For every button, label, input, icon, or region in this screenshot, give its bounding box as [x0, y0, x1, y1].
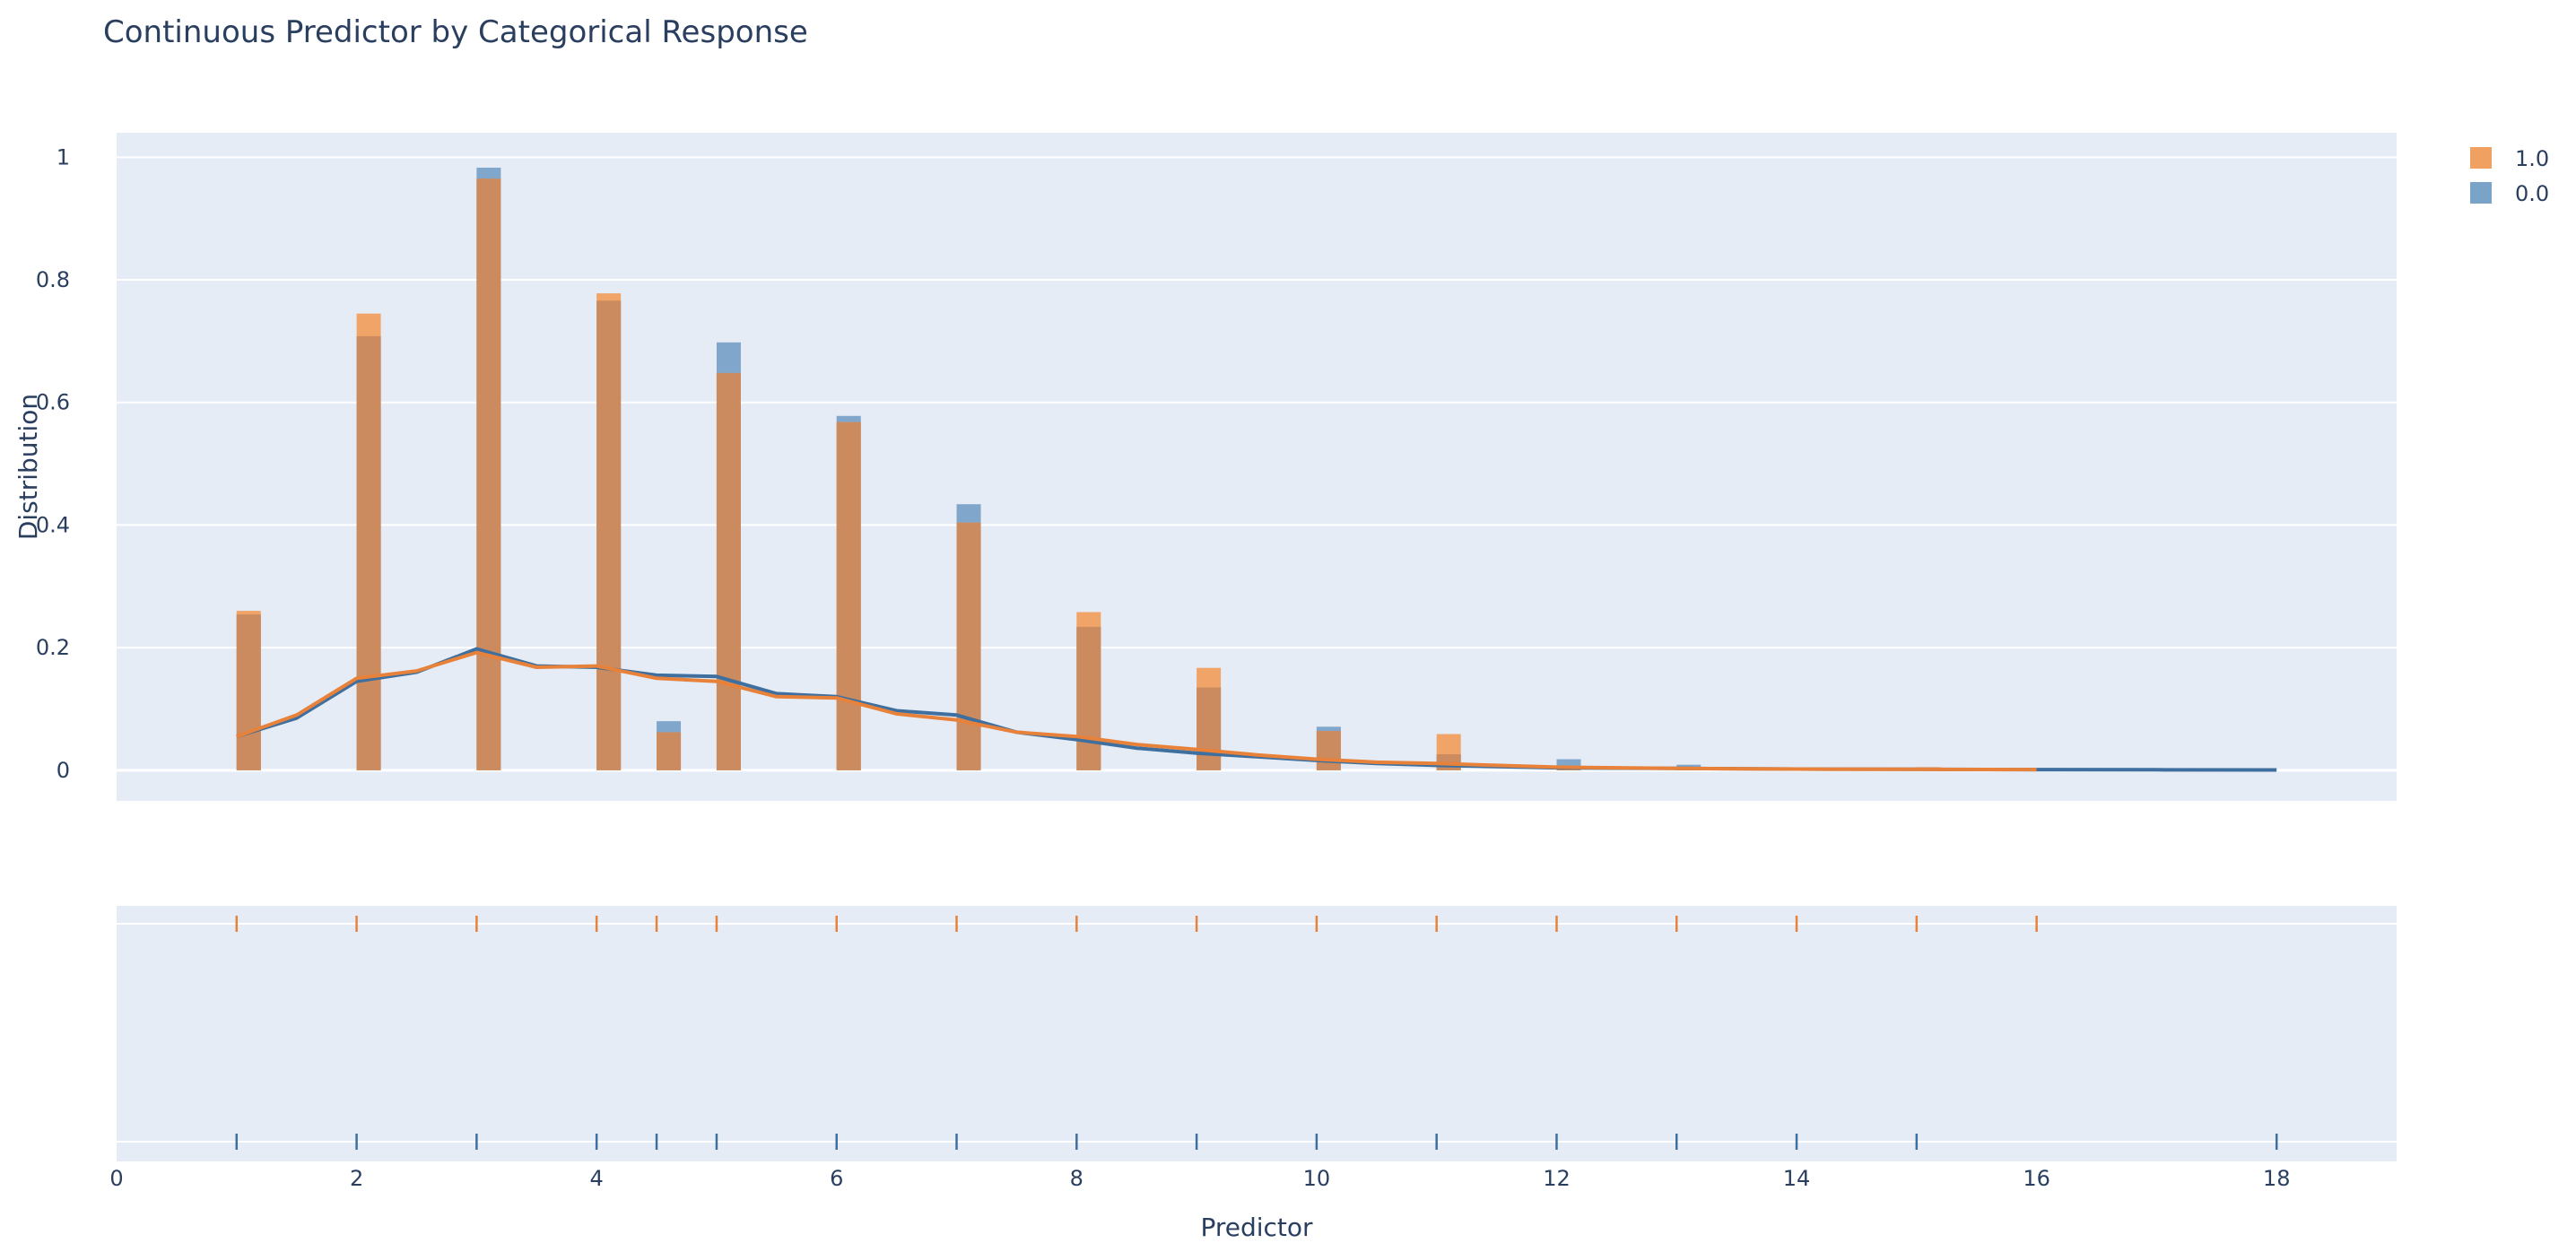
bar-overlap: [596, 300, 622, 770]
x-axis-title: Predictor: [1200, 1213, 1313, 1242]
legend-label-1-0[interactable]: 1.0: [2515, 146, 2549, 171]
legend-swatch-0-0[interactable]: [2470, 182, 2492, 204]
bar-overlap: [1076, 626, 1101, 770]
x-tick-label: 14: [1783, 1166, 1811, 1191]
x-tick-label: 6: [830, 1166, 843, 1191]
bar-overlap: [476, 178, 501, 770]
bar-overlap: [956, 522, 981, 770]
y-tick-label: 0.6: [36, 390, 70, 415]
x-tick-label: 0: [109, 1166, 123, 1191]
bar-overlap: [356, 335, 381, 770]
x-tick-label: 4: [590, 1166, 604, 1191]
legend-swatch-1-0[interactable]: [2470, 147, 2492, 169]
bar-overlap: [1316, 731, 1341, 770]
x-tick-label: 10: [1303, 1166, 1331, 1191]
y-tick-label: 0: [57, 758, 70, 783]
chart-title: Continuous Predictor by Categorical Resp…: [103, 14, 808, 50]
kde-line-1-0: [236, 650, 2037, 772]
y-tick-label: 0.4: [36, 512, 70, 537]
y-tick-label: 0.2: [36, 635, 70, 660]
bar-overlap: [836, 422, 861, 770]
x-tick-label: 18: [2263, 1166, 2291, 1191]
bar-overlap: [657, 732, 682, 770]
y-axis-title: Distribution: [13, 394, 43, 540]
y-tick-label: 1: [57, 144, 70, 170]
bar-overlap: [236, 614, 261, 770]
rug-plot-area: [117, 906, 2397, 1161]
main-plot-area: [117, 133, 2397, 801]
x-tick-label: 2: [350, 1166, 363, 1191]
bar-overlap: [1197, 687, 1222, 770]
x-tick-label: 8: [1070, 1166, 1083, 1191]
x-tick-label: 16: [2023, 1166, 2050, 1191]
y-tick-label: 0.8: [36, 267, 70, 292]
legend-label-0-0[interactable]: 0.0: [2515, 181, 2549, 206]
bar-overlap: [716, 372, 741, 770]
x-tick-label: 12: [1543, 1166, 1571, 1191]
